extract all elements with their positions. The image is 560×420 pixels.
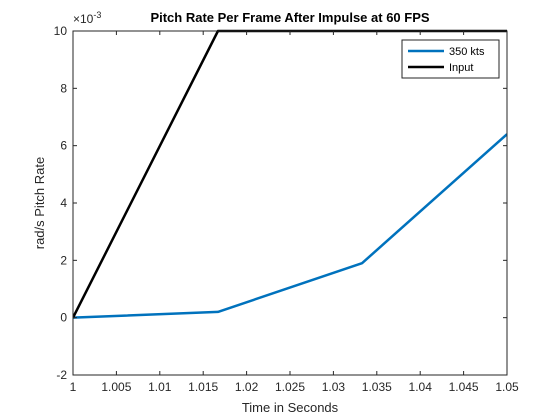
y-axis-label: rad/s Pitch Rate xyxy=(32,157,47,250)
x-tick-label: 1.04 xyxy=(409,380,433,394)
y-tick-label: 6 xyxy=(60,139,67,153)
y-tick-label: 10 xyxy=(54,24,68,38)
x-axis-ticks: 1 1.005 1.01 1.015 1.02 1.025 1.03 1.035 1.04 1.0… xyxy=(70,31,519,394)
y-tick-label: 4 xyxy=(60,196,67,210)
chart-title: Pitch Rate Per Frame After Impulse at 60… xyxy=(150,10,429,25)
x-tick-label: 1.02 xyxy=(235,380,259,394)
x-tick-label: 1.035 xyxy=(362,380,392,394)
legend-box xyxy=(401,39,500,79)
y-tick-label: 8 xyxy=(60,81,67,95)
y-axis-ticks: -2 0 2 4 6 8 10 xyxy=(54,24,507,382)
series-line-kts xyxy=(73,133,507,319)
y-tick-label: 2 xyxy=(60,253,67,267)
x-axis-label: Time in Seconds xyxy=(242,400,339,415)
legend-items: 350 kts Input xyxy=(408,46,485,74)
legend-label: 350 kts xyxy=(449,46,485,58)
y-exponent-power: -3 xyxy=(93,10,101,20)
x-tick-label: 1.005 xyxy=(101,380,131,394)
x-tick-label: 1 xyxy=(70,380,77,394)
x-tick-label: 1.045 xyxy=(449,380,479,394)
x-tick-label: 1.025 xyxy=(275,380,305,394)
legend: 350 kts Input xyxy=(401,39,500,79)
x-tick-label: 1.03 xyxy=(322,380,346,394)
plot-area xyxy=(73,31,507,375)
y-tick-label: -2 xyxy=(56,368,67,382)
y-axis-exponent: ×10-3 xyxy=(73,10,101,26)
x-tick-label: 1.05 xyxy=(495,380,519,394)
legend-label: Input xyxy=(449,62,473,74)
y-tick-label: 0 xyxy=(60,311,67,325)
y-exponent-base: ×10 xyxy=(73,12,94,26)
x-tick-label: 1.01 xyxy=(148,380,172,394)
x-tick-label: 1.015 xyxy=(188,380,218,394)
